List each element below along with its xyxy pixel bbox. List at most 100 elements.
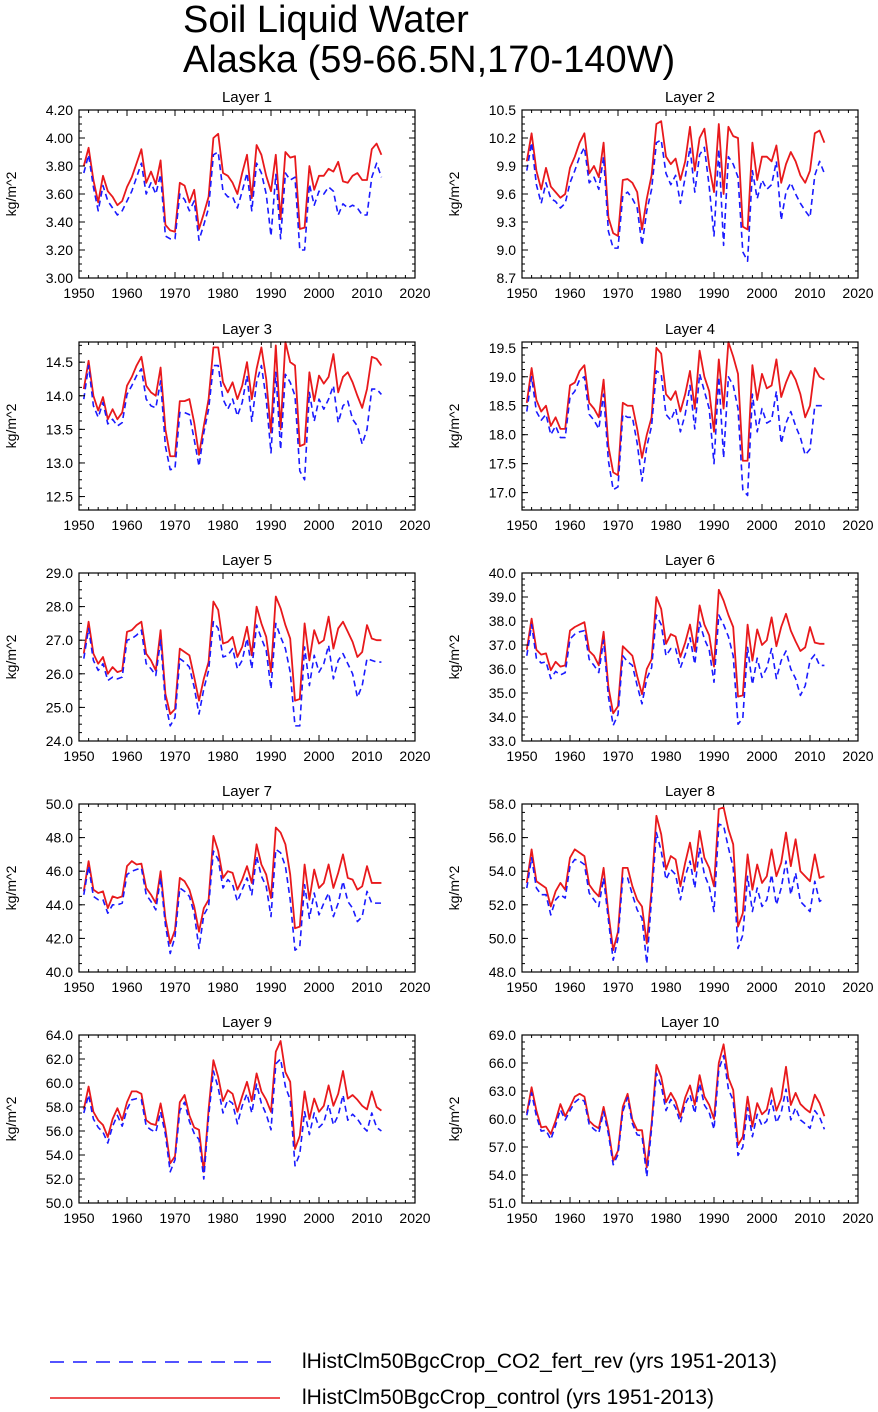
x-tick-label: 1990 (698, 1210, 729, 1226)
x-tick-label: 2010 (351, 979, 382, 995)
panel-title: Layer 8 (665, 783, 715, 800)
y-tick-label: 19.0 (489, 369, 516, 385)
y-tick-label: 13.0 (46, 455, 73, 471)
y-tick-label: 26.0 (46, 666, 73, 682)
y-axis-label: kg/m^2 (446, 171, 462, 216)
y-tick-label: 48.0 (489, 964, 516, 980)
x-tick-label: 2020 (842, 285, 873, 301)
series-control-line (525, 1043, 826, 1169)
x-tick-label: 1960 (111, 1210, 142, 1226)
y-tick-label: 58.0 (489, 796, 516, 812)
x-tick-label: 1960 (554, 748, 585, 764)
y-tick-label: 38.0 (489, 613, 516, 629)
x-tick-label: 1970 (159, 1210, 190, 1226)
series-fert-line (83, 151, 383, 251)
y-tick-label: 13.5 (46, 421, 73, 437)
y-tick-label: 48.0 (46, 830, 73, 846)
y-axis-label: kg/m^2 (3, 865, 19, 910)
x-tick-label: 2000 (303, 748, 334, 764)
series-control-line (82, 341, 383, 458)
y-tick-label: 9.9 (497, 158, 517, 174)
x-tick-label: 1990 (255, 1210, 286, 1226)
x-tick-label: 1950 (506, 285, 537, 301)
legend-label-fert: lHistClm50BgcCrop_CO2_fert_rev (yrs 1951… (302, 1350, 778, 1373)
x-tick-label: 2000 (303, 1210, 334, 1226)
x-tick-label: 1980 (207, 979, 238, 995)
x-tick-label: 1960 (554, 979, 585, 995)
y-tick-label: 8.7 (497, 270, 517, 286)
plot-frame (78, 572, 416, 742)
y-tick-label: 57.0 (489, 1139, 516, 1155)
x-tick-label: 1950 (63, 748, 94, 764)
series-control-line (82, 1040, 382, 1173)
plot-frame (78, 341, 416, 511)
y-tick-label: 51.0 (489, 1195, 516, 1211)
y-tick-label: 60.0 (489, 1111, 516, 1127)
y-tick-label: 18.5 (489, 398, 516, 414)
x-tick-label: 1990 (255, 979, 286, 995)
panel-title: Layer 10 (661, 1014, 719, 1031)
series-control-line (82, 595, 382, 716)
y-tick-label: 3.60 (46, 186, 73, 202)
panel-title: Layer 1 (222, 89, 272, 106)
x-tick-label: 1980 (207, 748, 238, 764)
x-tick-label: 2000 (746, 979, 777, 995)
series-control-line (525, 341, 825, 477)
x-tick-label: 1960 (554, 1210, 585, 1226)
x-tick-label: 2000 (303, 979, 334, 995)
y-tick-label: 14.5 (46, 354, 73, 370)
y-tick-label: 35.0 (489, 685, 516, 701)
plot-frame (521, 803, 859, 973)
y-axis-label: kg/m^2 (446, 634, 462, 679)
y-tick-label: 69.0 (489, 1027, 516, 1043)
y-tick-label: 54.0 (489, 863, 516, 879)
x-tick-label: 1980 (650, 748, 681, 764)
x-tick-label: 1970 (602, 517, 633, 533)
y-axis-label: kg/m^2 (446, 1096, 462, 1141)
x-tick-label: 1980 (207, 1210, 238, 1226)
plot-frame (78, 803, 416, 973)
x-tick-label: 1970 (159, 285, 190, 301)
y-tick-label: 66.0 (489, 1055, 516, 1071)
x-tick-label: 1970 (159, 517, 190, 533)
x-tick-label: 2000 (303, 285, 334, 301)
x-tick-label: 2020 (842, 517, 873, 533)
y-tick-label: 17.0 (489, 485, 516, 501)
x-tick-label: 2000 (746, 517, 777, 533)
y-tick-label: 18.0 (489, 427, 516, 443)
x-tick-label: 1990 (255, 285, 286, 301)
y-tick-label: 58.0 (46, 1099, 73, 1115)
x-tick-label: 2000 (746, 1210, 777, 1226)
panel-title: Layer 4 (665, 321, 715, 338)
chart-title-line1: Soil Liquid Water (183, 0, 469, 41)
y-tick-label: 40.0 (489, 565, 516, 581)
x-tick-label: 2010 (794, 979, 825, 995)
y-axis-label: kg/m^2 (446, 865, 462, 910)
x-tick-label: 1960 (111, 748, 142, 764)
y-tick-label: 40.0 (46, 964, 73, 980)
x-tick-label: 1950 (506, 748, 537, 764)
y-tick-label: 46.0 (46, 863, 73, 879)
x-tick-label: 1980 (650, 517, 681, 533)
series-fert-line (526, 614, 825, 727)
y-tick-label: 9.6 (497, 186, 517, 202)
x-tick-label: 2010 (351, 1210, 382, 1226)
y-tick-label: 50.0 (489, 930, 516, 946)
y-axis-label: kg/m^2 (3, 634, 19, 679)
y-tick-label: 42.0 (46, 930, 73, 946)
x-tick-label: 2020 (399, 748, 430, 764)
x-tick-label: 2010 (351, 285, 382, 301)
x-tick-label: 2000 (746, 748, 777, 764)
y-tick-label: 34.0 (489, 709, 516, 725)
series-control-line (82, 132, 383, 233)
y-tick-label: 52.0 (46, 1171, 73, 1187)
x-tick-label: 2020 (842, 1210, 873, 1226)
panel-layer-1: Layer 1 kg/m^2 1950 1960 1970 1980 1990 2000 201… (3, 89, 431, 301)
x-tick-label: 1950 (506, 979, 537, 995)
x-tick-label: 2010 (794, 285, 825, 301)
x-tick-label: 2020 (399, 979, 430, 995)
y-axis-label: kg/m^2 (3, 171, 19, 216)
y-axis-label: kg/m^2 (3, 403, 19, 448)
x-tick-label: 2000 (746, 285, 777, 301)
y-tick-label: 56.0 (46, 1123, 73, 1139)
